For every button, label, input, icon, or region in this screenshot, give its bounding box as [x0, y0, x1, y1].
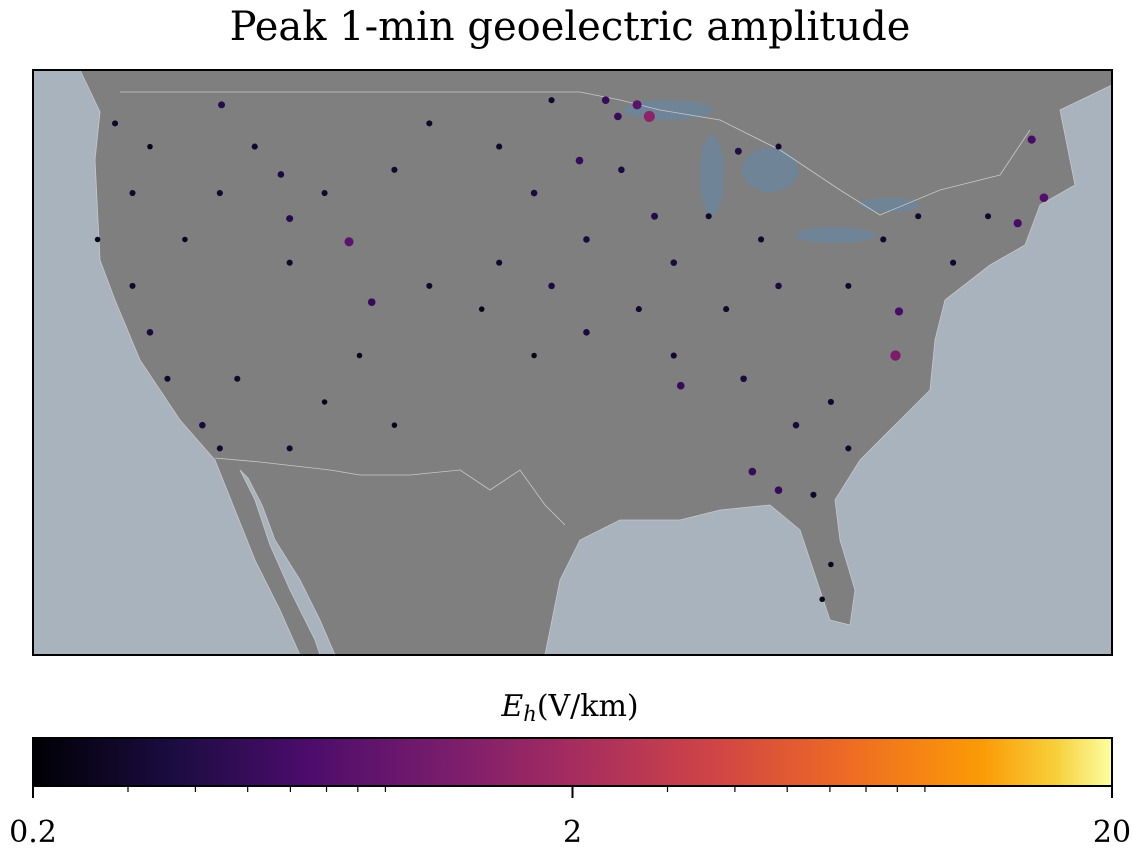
station-dot — [845, 282, 852, 289]
station-dot — [810, 491, 817, 498]
station-dot — [531, 352, 537, 359]
station-dot — [321, 189, 328, 197]
colorbar-tick-label: 0.2 — [9, 815, 57, 850]
station-dot — [530, 189, 538, 197]
station-dot — [828, 561, 834, 568]
station-dot — [199, 421, 206, 429]
station-dot — [426, 282, 433, 289]
land — [79, 70, 1112, 655]
station-dot — [496, 143, 503, 150]
station-dot — [819, 596, 825, 603]
station-dot — [129, 282, 136, 289]
station-dot — [601, 96, 610, 105]
station-dot — [890, 350, 901, 361]
station-dot — [775, 282, 782, 290]
station-dot — [1039, 193, 1049, 203]
station-dot — [651, 212, 659, 220]
colorbar-label: Eh(V/km) — [500, 689, 638, 726]
station-dot — [915, 213, 922, 220]
station-dot — [583, 329, 590, 336]
station-dot — [391, 422, 398, 428]
station-dot — [845, 445, 852, 452]
station-dot — [748, 467, 757, 476]
station-dot — [277, 171, 285, 178]
station-dot — [548, 97, 555, 104]
station-dot — [723, 306, 730, 313]
station-dot — [792, 421, 800, 429]
station-dot — [670, 259, 678, 266]
station-dot — [894, 307, 904, 316]
map-background — [33, 70, 1112, 655]
station-dot — [1027, 135, 1036, 144]
station-dot — [234, 375, 241, 382]
station-dot — [216, 445, 223, 452]
station-dot — [251, 143, 258, 150]
station-dot — [950, 259, 957, 266]
station-dot — [705, 213, 712, 220]
label-unit: (V/km) — [537, 689, 639, 724]
colorbar-tick-label: 2 — [563, 815, 582, 850]
station-dot — [827, 398, 834, 406]
label-symbol: E — [500, 689, 523, 724]
map-frame — [32, 69, 1113, 656]
station-dot — [575, 156, 584, 165]
stations — [94, 96, 1049, 603]
station-dot — [129, 189, 136, 197]
station-dot — [367, 298, 376, 306]
station-dot — [775, 143, 782, 150]
station-dot — [740, 375, 747, 383]
station-dot — [146, 329, 154, 336]
station-dot — [164, 375, 171, 382]
station-dot — [614, 112, 622, 121]
station-dot — [182, 236, 188, 243]
station-dot — [635, 306, 642, 313]
station-dot — [618, 166, 625, 174]
station-dot — [734, 147, 742, 155]
station-dot — [321, 399, 328, 405]
station-dot — [286, 445, 293, 452]
label-subscript: h — [523, 702, 537, 726]
station-dot — [286, 259, 293, 266]
station-dot — [218, 101, 226, 109]
station-dot — [758, 236, 765, 243]
station-dot — [391, 166, 398, 173]
station-dot — [880, 236, 887, 243]
station-dot — [356, 352, 363, 359]
station-dot — [774, 486, 783, 495]
station-dot — [1013, 219, 1022, 228]
station-dot — [548, 282, 555, 290]
station-dot — [344, 237, 354, 247]
colorbar — [32, 737, 1113, 787]
station-dot — [583, 236, 590, 243]
colorbar-ticks: 0.2 2 20 — [9, 786, 1131, 850]
station-dot — [286, 215, 294, 223]
station-dot — [147, 143, 153, 150]
station-dot — [643, 110, 655, 122]
station-dot — [984, 213, 992, 220]
station-dot — [94, 236, 101, 243]
station-dot — [216, 189, 223, 197]
station-dot — [676, 381, 685, 390]
station-dot — [632, 100, 642, 110]
title: Peak 1-min geoelectric amplitude — [230, 4, 911, 50]
colorbar-tick-label: 20 — [1093, 815, 1131, 850]
station-dot — [426, 120, 433, 127]
station-dot — [496, 259, 503, 266]
station-dot — [670, 352, 677, 359]
station-dot — [478, 306, 485, 312]
station-dot — [112, 120, 119, 127]
